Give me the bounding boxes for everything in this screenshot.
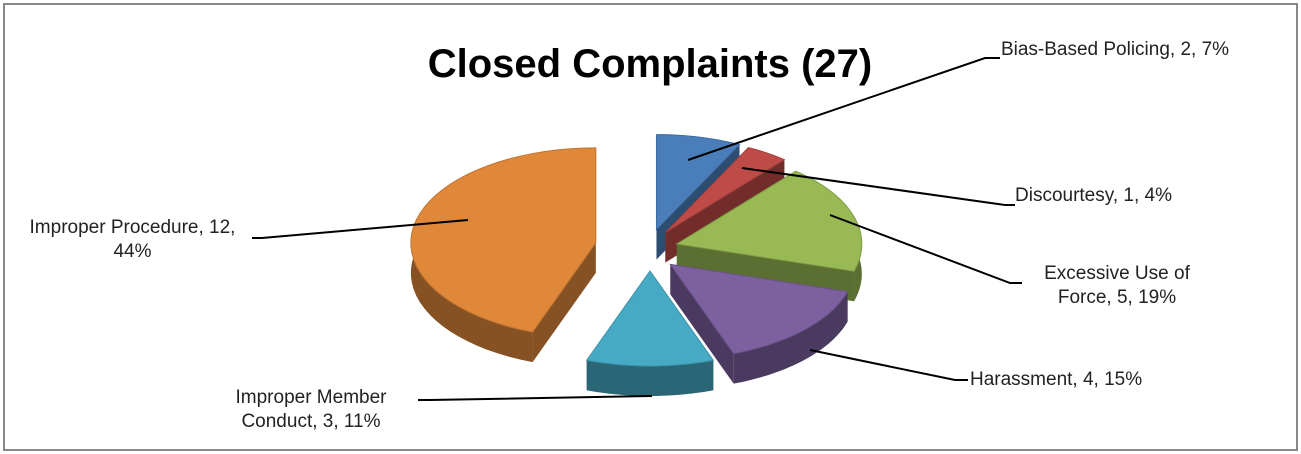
leader-line xyxy=(687,57,1000,161)
slice-side xyxy=(532,242,596,363)
data-label: Harassment, 4, 15% xyxy=(970,369,1143,390)
data-label: Discourtesy, 1, 4% xyxy=(1015,185,1172,206)
slice xyxy=(655,134,741,231)
data-label: Excessive Use of Force, 5, 19% xyxy=(1044,263,1190,308)
leader-line xyxy=(252,219,469,239)
leader-line xyxy=(829,214,1022,284)
data-label: Bias-Based Policing, 2, 7% xyxy=(1000,39,1230,60)
slice-side xyxy=(586,360,714,396)
leader-lines xyxy=(252,57,1022,401)
slice xyxy=(675,170,863,272)
chart-title: Closed Complaints (27) xyxy=(427,42,873,86)
slice xyxy=(585,270,715,367)
slice-side xyxy=(733,291,848,384)
slice-side xyxy=(670,264,734,384)
slice xyxy=(410,147,597,333)
leader-line xyxy=(809,349,968,381)
slice xyxy=(669,263,849,355)
data-label: Improper Member Conduct, 3, 11% xyxy=(235,387,387,432)
leader-line xyxy=(741,167,1015,206)
data-label: Improper Procedure, 12, 44% xyxy=(29,217,236,262)
leader-line xyxy=(418,395,653,401)
